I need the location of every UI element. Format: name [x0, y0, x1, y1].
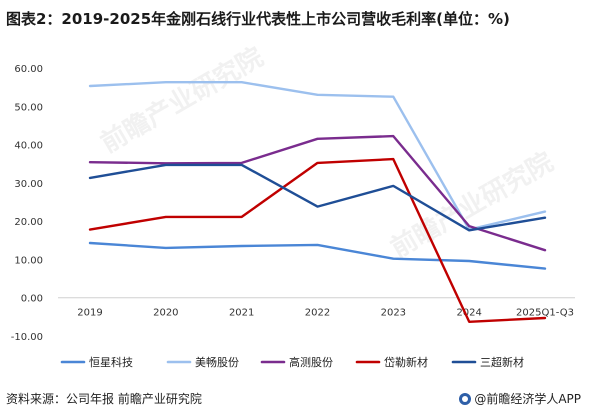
x-tick-label: 2023: [381, 308, 406, 319]
y-tick-label: 0.00: [21, 294, 43, 305]
y-tick-label: 50.00: [14, 102, 43, 113]
y-tick-label: 20.00: [14, 217, 43, 228]
x-tick-label: 2024: [456, 308, 481, 319]
brand-logo-icon: [459, 392, 472, 405]
series-line-4: [88, 157, 547, 323]
x-tick-label: 2022: [305, 308, 330, 319]
legend-label: 三超新材: [480, 355, 524, 369]
series-line-3: [88, 134, 547, 252]
y-tick-label: 30.00: [14, 179, 43, 190]
legend-label: 岱勒新材: [384, 355, 428, 369]
y-tick-label: 10.00: [14, 255, 43, 266]
brand-label: @前瞻经济学人APP: [474, 392, 581, 406]
x-tick-label: 2025Q1-Q3: [516, 308, 574, 319]
y-tick-label: 40.00: [14, 141, 43, 152]
legend-label: 美畅股份: [195, 355, 239, 369]
x-tick-label: 2021: [229, 308, 254, 319]
line-chart: 60.00 50.00 40.00 30.00 20.00 10.00 0.00 -10.00…: [11, 64, 575, 369]
chart-title: 图表2：2019-2025年金刚石线行业代表性上市公司营收毛利率(单位：%): [6, 10, 510, 28]
x-tick-label: 2020: [153, 308, 178, 319]
y-tick-label: -10.00: [11, 332, 43, 343]
legend-label: 恒星科技: [89, 355, 133, 369]
series-line-1: [88, 241, 547, 270]
source-note: 资料来源：公司年报 前瞻产业研究院: [6, 392, 202, 406]
x-tick-label: 2019: [77, 308, 102, 319]
y-tick-label: 60.00: [14, 64, 43, 75]
legend-label: 高测股份: [289, 355, 333, 369]
brand-credit: @前瞻经济学人APP: [459, 390, 581, 407]
series-line-5: [88, 163, 547, 232]
